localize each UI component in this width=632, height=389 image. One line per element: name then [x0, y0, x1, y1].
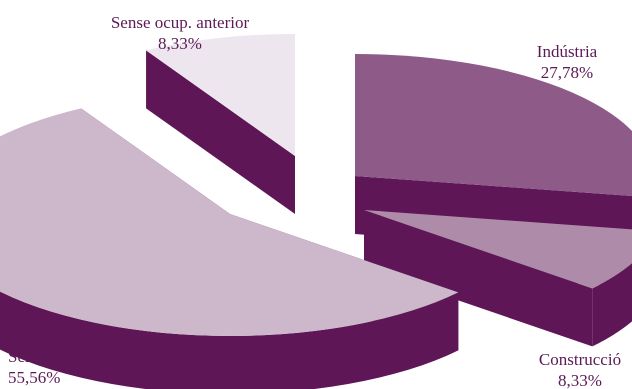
- slice-sense-ocup-anterior: [146, 34, 295, 156]
- pie-slices: [0, 34, 632, 389]
- slice-serveis-rim-0: [0, 291, 459, 389]
- label-sense-name: Sense ocup. anterior: [111, 13, 250, 32]
- slice-industria: [355, 54, 632, 197]
- label-sense-value: 8,33%: [158, 34, 202, 53]
- label-industria-value: 27,78%: [541, 63, 593, 82]
- label-industria-name: Indústria: [537, 42, 598, 61]
- slice-construccio-cut-1: [364, 210, 593, 347]
- slice-construccio-rim-0: [592, 263, 632, 347]
- slice-construccio: [364, 210, 632, 289]
- slice-sense-ocup-anterior-cut-0: [146, 50, 295, 215]
- label-serveis-value: 55,56%: [8, 368, 60, 387]
- slice-serveis: [0, 108, 459, 336]
- label-serveis-name: Serveis: [8, 347, 58, 366]
- slice-labels: Indústria 27,78% Construcció 8,33% Serve…: [8, 13, 621, 389]
- label-construccio-name: Construcció: [539, 350, 621, 369]
- label-construccio-value: 8,33%: [558, 371, 602, 389]
